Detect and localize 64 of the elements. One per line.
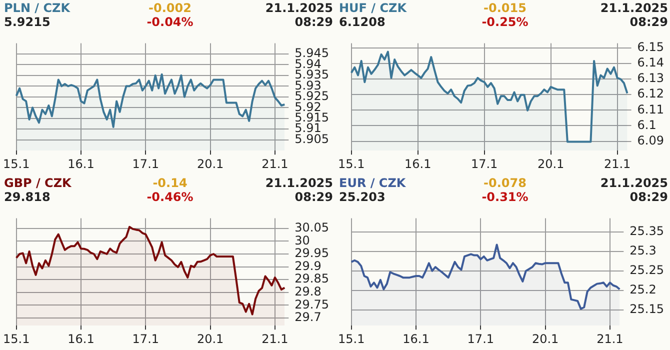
y-tick-label: 6.12	[637, 86, 664, 101]
x-tick-label: 17.1	[467, 332, 494, 346]
y-tick-label: 30.05	[294, 220, 330, 235]
text: 21.1.2025	[600, 1, 668, 15]
x-tick-label: 21.1	[262, 332, 288, 346]
x-tick-label: 17.1	[470, 156, 498, 171]
y-tick-label: 6.1	[637, 118, 656, 132]
text: 08:29	[294, 15, 333, 29]
y-tick-label: 29.8	[294, 284, 322, 298]
y-tick-label: 6.11	[637, 102, 664, 116]
chart-title: HUF / CZK	[339, 1, 407, 15]
x-tick-label: 20.1	[532, 332, 559, 346]
text: -0.14	[152, 176, 188, 190]
y-tick-label: 29.85	[294, 272, 330, 286]
chart-subtitle: 29.818	[4, 190, 50, 204]
chart-subtitle: 25.203	[339, 190, 386, 204]
text: -0.015	[482, 1, 528, 15]
chart-title: EUR / CZK	[339, 176, 406, 190]
x-tick-label: 17.1	[132, 156, 160, 171]
x-tick-label: 16.1	[68, 332, 94, 346]
x-tick-label: 21.1	[604, 156, 631, 171]
x-tick-label: 15.1	[3, 332, 30, 346]
x-tick-label: 15.1	[3, 156, 30, 171]
y-tick-label: 6.15	[637, 40, 664, 54]
y-tick-label: 30	[294, 233, 310, 248]
text: -0.078	[482, 176, 528, 190]
y-tick-label: 25.3	[630, 244, 656, 258]
text: 08:29	[630, 190, 668, 204]
y-tick-label: 25.25	[630, 263, 664, 278]
text: 21.1.2025	[265, 176, 333, 190]
y-tick-label: 6.13	[637, 71, 664, 86]
y-tick-label: 29.7	[294, 310, 322, 324]
y-tick-label: 25.35	[630, 224, 664, 238]
text: 21.1.2025	[600, 176, 668, 190]
x-tick-label: 15.1	[338, 332, 365, 346]
text: -0.04%	[146, 15, 194, 29]
x-tick-label: 16.1	[404, 156, 432, 171]
y-tick-label: 29.75	[294, 297, 330, 312]
text: 08:29	[630, 15, 668, 29]
text: 21.1.2025	[265, 1, 333, 15]
x-tick-label: 16.1	[68, 156, 94, 171]
chart-title: GBP / CZK	[4, 176, 72, 190]
x-tick-label: 20.1	[537, 156, 564, 171]
x-tick-label: 20.1	[196, 332, 224, 346]
text: -0.25%	[480, 15, 530, 29]
x-tick-label: 17.1	[132, 332, 160, 346]
y-tick-label: 25.15	[630, 302, 664, 316]
text: -0.002	[148, 1, 192, 15]
y-tick-label: 29.95	[294, 246, 330, 260]
chart-subtitle: 5.9215	[4, 15, 50, 29]
x-tick-label: 16.1	[402, 332, 430, 346]
chart-title: PLN / CZK	[4, 1, 70, 15]
y-tick-label: 29.9	[294, 258, 322, 273]
text: 08:29	[294, 190, 333, 204]
x-tick-label: 15.1	[338, 156, 365, 171]
text: -0.46%	[146, 190, 194, 204]
chart-subtitle: 6.1208	[339, 15, 386, 29]
y-tick-label: 6.14	[637, 56, 664, 70]
text: -0.31%	[480, 190, 530, 204]
x-tick-label: 20.1	[196, 156, 224, 171]
y-tick-label: 25.2	[630, 282, 656, 297]
y-tick-label: 6.09	[637, 133, 664, 148]
x-tick-label: 21.1	[596, 332, 624, 346]
x-tick-label: 21.1	[262, 156, 288, 171]
